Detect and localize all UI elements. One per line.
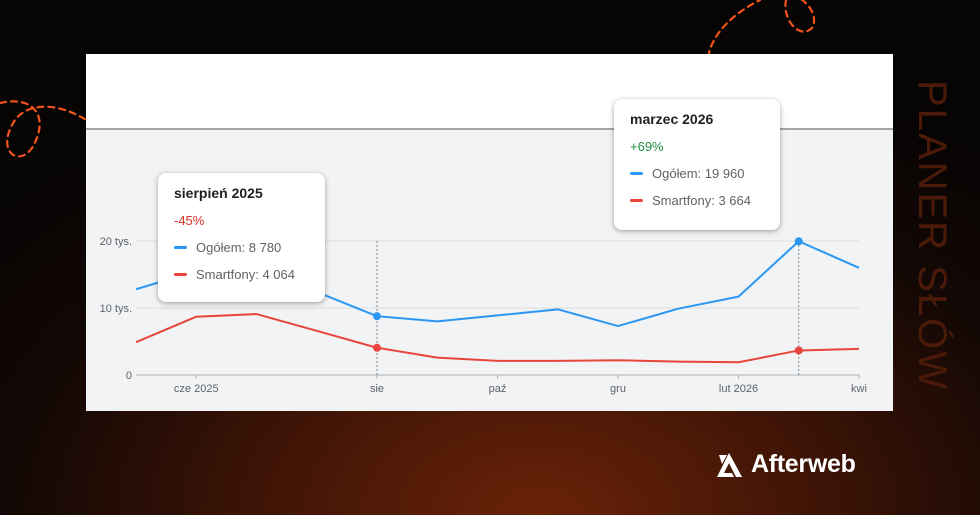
y-tick-label: 10 tys. bbox=[100, 303, 132, 315]
swatch-total bbox=[630, 172, 643, 175]
x-tick-label: lut 2026 bbox=[719, 383, 758, 395]
tooltip-change: +69% bbox=[630, 139, 664, 154]
curly-arrow-top-line bbox=[706, 0, 816, 70]
tooltip-row-mobile: Smartfony: 4 064 bbox=[174, 267, 309, 282]
side-title: PLANER SŁÓW bbox=[910, 80, 954, 391]
tooltip-march: marzec 2026 +69% Ogółem: 19 960 Smartfon… bbox=[614, 99, 780, 230]
x-tick-label: gru bbox=[610, 383, 626, 395]
swatch-mobile bbox=[174, 273, 187, 276]
brand-name: Afterweb bbox=[751, 450, 856, 478]
series-line-mobile bbox=[135, 313, 860, 364]
x-tick-label: cze 2025 bbox=[174, 383, 219, 395]
data-point-mobile bbox=[373, 343, 381, 352]
tooltip-row-label: Ogółem: 19 960 bbox=[652, 166, 745, 181]
data-point-total bbox=[794, 237, 803, 246]
tooltip-row-total: Ogółem: 19 960 bbox=[630, 166, 764, 181]
data-point-mobile bbox=[794, 346, 803, 355]
x-tick-label: sie bbox=[370, 383, 384, 395]
x-tick-label: kwi bbox=[851, 383, 867, 395]
tooltip-change: -45% bbox=[174, 213, 205, 228]
tooltip-row-label: Smartfony: 4 064 bbox=[196, 267, 295, 282]
y-tick-label: 20 tys. bbox=[100, 236, 132, 248]
brand-logo: Afterweb bbox=[716, 450, 856, 479]
tooltip-title: marzec 2026 bbox=[630, 111, 714, 127]
x-tick-label: paź bbox=[489, 383, 507, 395]
tooltip-row-label: Smartfony: 3 664 bbox=[652, 193, 751, 208]
swatch-total bbox=[174, 246, 187, 249]
y-tick-label: 0 bbox=[126, 370, 132, 382]
chart-panel: 0 10 tys. 20 tys. cze 2025 sie paź gru lut 2026… bbox=[86, 54, 893, 411]
tooltip-row-mobile: Smartfony: 3 664 bbox=[630, 193, 764, 208]
curly-arrow-left-line bbox=[0, 100, 122, 158]
tooltip-august: sierpień 2025 -45% Ogółem: 8 780 Smartfo… bbox=[158, 173, 325, 302]
swatch-mobile bbox=[630, 199, 643, 202]
tooltip-row-total: Ogółem: 8 780 bbox=[174, 240, 309, 255]
data-point-total bbox=[373, 312, 381, 321]
tooltip-row-label: Ogółem: 8 780 bbox=[196, 240, 282, 255]
tooltip-title: sierpień 2025 bbox=[174, 185, 263, 201]
logo-icon bbox=[717, 452, 742, 477]
trend-chart: 0 10 tys. 20 tys. cze 2025 sie paź gru lut 2026… bbox=[100, 236, 867, 395]
